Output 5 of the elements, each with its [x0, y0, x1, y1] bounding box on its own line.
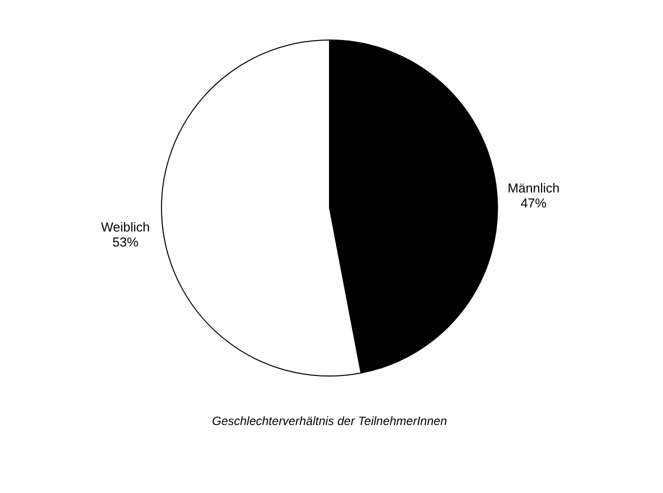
text: Geschlechterverhältnis der TeilnehmerInnen: [212, 414, 448, 428]
data-label: 53%: [112, 234, 139, 250]
data-label: 47%: [520, 196, 548, 211]
slice-label: Weiblich: [100, 219, 150, 234]
slice-label: Männlich: [508, 180, 560, 196]
